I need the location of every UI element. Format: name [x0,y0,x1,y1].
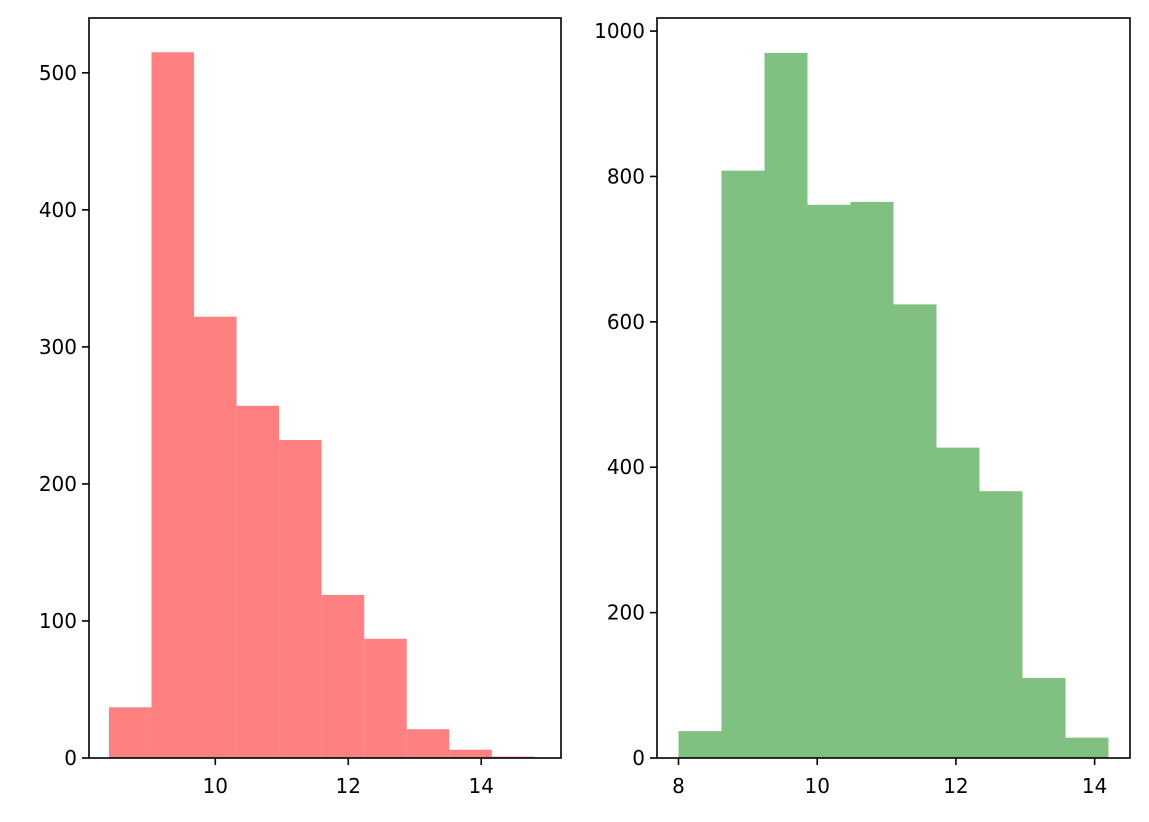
histogram-bar [279,440,322,758]
y-tick-label: 200 [39,472,77,496]
histogram-bar [979,491,1023,758]
x-tick-label: 14 [468,774,493,798]
histogram-bar [893,304,937,758]
y-tick-label: 200 [607,601,645,625]
x-tick-label: 14 [1082,774,1107,798]
histogram-bar [449,749,492,758]
histogram-bar [151,52,195,758]
histogram-bar [321,594,365,758]
histogram-bar [108,707,152,758]
x-tick-label: 12 [336,774,361,798]
histogram-bar [764,52,808,758]
histogram-bar [1065,737,1109,758]
histogram-bar [936,447,980,758]
right-histogram-panel: 0 200 400 600 800 1000 8 10 12 14 [594,17,1131,798]
y-tick-label: 1000 [594,19,645,43]
histogram-bar [194,316,237,758]
histogram-bar [807,204,851,759]
y-tick-label: 400 [607,455,645,479]
y-tick-label: 800 [607,164,645,188]
y-tick-label: 500 [39,61,77,85]
y-tick-label: 400 [39,198,77,222]
histogram-bar [364,638,407,758]
x-tick-label: 10 [804,774,829,798]
y-tick-label: 100 [39,609,77,633]
y-tick-label: 0 [64,746,77,770]
histogram-bar [678,731,722,758]
x-tick-label: 8 [672,774,685,798]
axes-frame [88,17,562,759]
histogram-bar [721,170,765,759]
histogram-bar [1022,678,1066,758]
histogram-bar [406,729,450,758]
axes-frame [656,17,1131,759]
left-histogram-panel: 0 100 200 300 400 500 10 12 14 [39,17,562,798]
y-tick-label: 300 [39,335,77,359]
x-tick-label: 12 [943,774,968,798]
y-tick-label: 600 [607,310,645,334]
histogram-bar [236,405,280,758]
y-tick-label: 0 [632,746,645,770]
x-tick-label: 10 [203,774,228,798]
histogram-bar [850,201,894,759]
